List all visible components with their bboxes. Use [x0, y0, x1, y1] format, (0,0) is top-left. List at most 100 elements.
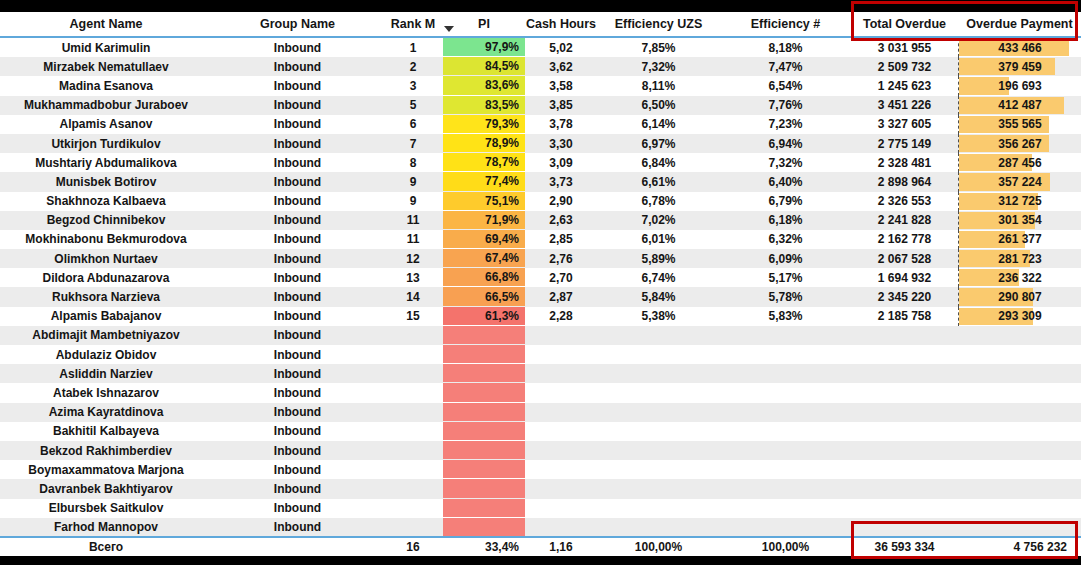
column-header-pi[interactable]: PI	[443, 12, 525, 36]
pi-color-fill	[443, 383, 525, 401]
overdue-payment-value: 312 725	[998, 194, 1041, 208]
overdue-payment-cell	[958, 422, 1081, 441]
table-row[interactable]: Dildora AbdunazarovaInbound1366,8%2,706,…	[0, 268, 1081, 287]
column-header-cash[interactable]: Cash Hours	[525, 12, 597, 36]
table-row[interactable]: Abdulaziz ObidovInbound	[0, 345, 1081, 364]
table-row[interactable]: Olimkhon NurtaevInbound1267,4%2,765,89%6…	[0, 249, 1081, 268]
efficiency-uzs-cell	[597, 518, 720, 536]
rank-cell	[383, 403, 443, 422]
group-name-cell: Inbound	[212, 268, 383, 287]
overdue-payment-cell: 356 267	[958, 134, 1081, 153]
table-row[interactable]: Munisbek BotirovInbound977,4%3,736,61%6,…	[0, 172, 1081, 191]
table-row[interactable]: Bakhitil KalbayevaInbound	[0, 422, 1081, 441]
table-row[interactable]: Shakhnoza KalbaevaInbound975,1%2,906,78%…	[0, 192, 1081, 211]
efficiency-num-cell	[720, 441, 851, 460]
total-overdue-cell	[851, 499, 958, 518]
rank-cell: 2	[383, 57, 443, 76]
efficiency-num-cell: 5,78%	[720, 287, 851, 306]
column-header-eff_uzs[interactable]: Efficiency UZS	[597, 12, 720, 36]
total-overdue-cell: 3 327 605	[851, 115, 958, 134]
pi-cell: 69,4%	[443, 230, 525, 249]
table-row[interactable]: Farhod MannopovInbound	[0, 518, 1081, 536]
group-name-cell: Inbound	[212, 172, 383, 191]
pi-cell: 78,7%	[443, 153, 525, 172]
group-name-cell: Inbound	[212, 345, 383, 364]
overdue-payment-cell: 281 723	[958, 249, 1081, 268]
table-row[interactable]: Boymaxammatova MarjonaInbound	[0, 460, 1081, 479]
rank-cell: 1	[383, 38, 443, 57]
efficiency-uzs-cell: 7,02%	[597, 211, 720, 230]
efficiency-uzs-cell: 6,78%	[597, 192, 720, 211]
efficiency-uzs-cell	[597, 460, 720, 479]
cash-hours-cell	[525, 345, 597, 364]
rank-cell	[383, 460, 443, 479]
total-overdue-cell: 2 241 828	[851, 211, 958, 230]
column-header-agent[interactable]: Agent Name	[0, 12, 212, 36]
table-row[interactable]: Mukhammadbobur JuraboevInbound583,5%3,85…	[0, 96, 1081, 115]
pi-color-fill	[443, 326, 525, 344]
group-name-cell: Inbound	[212, 230, 383, 249]
cash-hours-cell: 3,30	[525, 134, 597, 153]
agent-name-cell: Umid Karimulin	[0, 38, 212, 57]
table-row[interactable]: Utkirjon TurdikulovInbound778,9%3,306,97…	[0, 134, 1081, 153]
table-row[interactable]: Asliddin NarzievInbound	[0, 364, 1081, 383]
total-overdue-cell: 2 067 528	[851, 249, 958, 268]
efficiency-num-cell: 7,32%	[720, 153, 851, 172]
total-overdue-cell	[851, 403, 958, 422]
pi-cell	[443, 441, 525, 460]
overdue-payment-cell: 433 466	[958, 38, 1081, 57]
total-overdue-cell: 2 185 758	[851, 307, 958, 326]
pi-color-fill	[443, 518, 525, 536]
efficiency-uzs-cell	[597, 441, 720, 460]
table-row[interactable]: Alpamis BabajanovInbound1561,3%2,285,38%…	[0, 307, 1081, 326]
total-rank-cell: 16	[383, 538, 443, 556]
pi-cell	[443, 364, 525, 383]
total-overdue-cell	[851, 422, 958, 441]
pi-cell: 97,9%	[443, 38, 525, 57]
table-row[interactable]: Atabek IshnazarovInbound	[0, 383, 1081, 402]
rank-cell	[383, 383, 443, 402]
efficiency-uzs-cell: 5,84%	[597, 287, 720, 306]
group-name-cell: Inbound	[212, 441, 383, 460]
rank-cell: 6	[383, 115, 443, 134]
pi-cell: 77,4%	[443, 172, 525, 191]
table-row[interactable]: Mirzabek NematullaevInbound284,5%3,627,3…	[0, 57, 1081, 76]
column-header-group[interactable]: Group Name	[212, 12, 383, 36]
rank-cell	[383, 518, 443, 536]
group-name-cell: Inbound	[212, 307, 383, 326]
column-header-rank[interactable]: Rank M	[383, 12, 443, 36]
table-row[interactable]: Madina EsanovaInbound383,6%3,588,11%6,54…	[0, 76, 1081, 95]
total-overdue-cell: 2 898 964	[851, 172, 958, 191]
total-overdue-total-cell: 36 593 334	[851, 538, 958, 556]
column-header-eff_num[interactable]: Efficiency #	[720, 12, 851, 36]
table-row[interactable]: Begzod ChinnibekovInbound1171,9%2,637,02…	[0, 211, 1081, 230]
agent-name-cell: Elbursbek Saitkulov	[0, 499, 212, 518]
table-row[interactable]: Bekzod RakhimberdievInbound	[0, 441, 1081, 460]
table-row[interactable]: Mushtariy AbdumalikovaInbound878,7%3,096…	[0, 153, 1081, 172]
cash-hours-cell: 2,70	[525, 268, 597, 287]
efficiency-uzs-cell	[597, 383, 720, 402]
table-row[interactable]: Rukhsora NarzievaInbound1466,5%2,875,84%…	[0, 287, 1081, 306]
cash-hours-cell	[525, 460, 597, 479]
overdue-payment-cell: 357 224	[958, 172, 1081, 191]
table-row[interactable]: Davranbek BakhtiyarovInbound	[0, 479, 1081, 498]
agent-name-cell: Mokhinabonu Bekmurodova	[0, 230, 212, 249]
pi-color-fill: 97,9%	[443, 38, 525, 56]
column-header-overdue_payment[interactable]: Overdue Payment	[958, 12, 1081, 36]
column-header-total_overdue[interactable]: Total Overdue	[851, 12, 958, 36]
table-row[interactable]: Alpamis AsanovInbound679,3%3,786,14%7,23…	[0, 115, 1081, 134]
efficiency-num-cell	[720, 326, 851, 345]
total-group-cell	[212, 538, 383, 556]
table-row[interactable]: Mokhinabonu BekmurodovaInbound1169,4%2,8…	[0, 230, 1081, 249]
table-row[interactable]: Umid KarimulinInbound197,9%5,027,85%8,18…	[0, 38, 1081, 57]
table-row[interactable]: Abdimajit MambetniyazovInbound	[0, 326, 1081, 345]
table-row[interactable]: Elbursbek SaitkulovInbound	[0, 499, 1081, 518]
overdue-payment-cell	[958, 441, 1081, 460]
pi-color-fill: 78,9%	[443, 134, 525, 152]
table-row[interactable]: Azima KayratdinovaInbound	[0, 403, 1081, 422]
efficiency-uzs-cell: 6,74%	[597, 268, 720, 287]
cash-hours-cell: 3,85	[525, 96, 597, 115]
group-name-cell: Inbound	[212, 249, 383, 268]
overdue-payment-cell: 293 309	[958, 307, 1081, 326]
cash-hours-cell: 2,90	[525, 192, 597, 211]
